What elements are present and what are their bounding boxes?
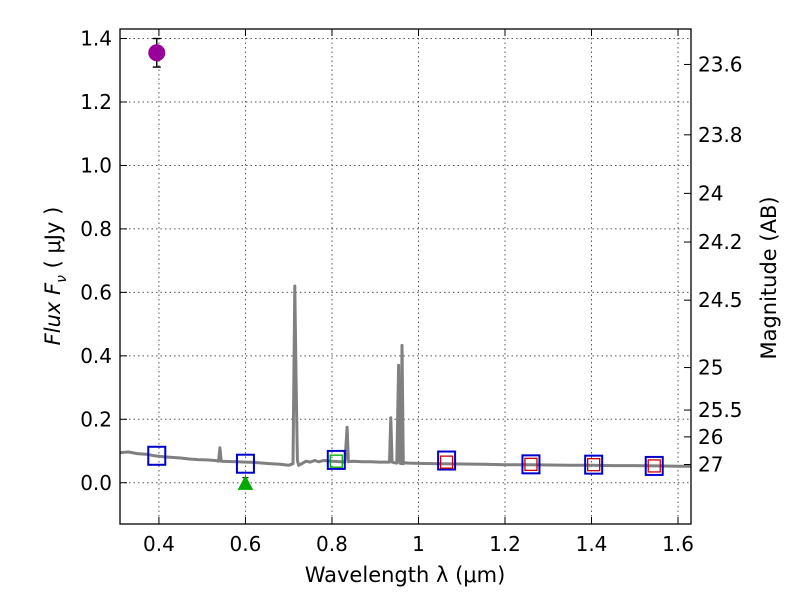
y-axis-label-main: Flux F [41,282,65,345]
plot-area [120,37,691,490]
observed-photometry-marker [439,455,454,469]
right-tick-label: 27 [698,452,723,476]
right-tick-label: 24.5 [698,288,743,312]
observed-photometry-marker [647,459,661,473]
y-axis-label-subscript: ν [54,275,70,283]
right-tick-label: 25.5 [698,398,743,422]
bright-detection-marker [148,44,166,62]
x-tick-label: 0.8 [316,532,348,556]
right-tick-label: 23.8 [698,123,743,147]
plot-frame [119,28,692,525]
y-tick-label: 0.4 [80,344,112,368]
right-tick-label: 24 [698,181,723,205]
model-photometry-marker [644,455,664,476]
y-tick-label: 1.4 [80,27,112,51]
x-tick-label: 0.6 [230,532,262,556]
upper-limit-marker [237,475,254,490]
x-tick-labels: 0.4 0.6 0.8 1 1.2 1.4 1.6 [143,532,694,556]
y-tick-label: 0.6 [80,280,112,304]
x-axis-label: Wavelength λ (μm) [305,563,506,587]
x-tick-label: 0.4 [143,532,175,556]
y-tick-label: 0.2 [80,407,112,431]
y-axis-label-units: ( μJy ) [41,207,65,275]
right-tick-label: 25 [698,356,723,380]
y-axis-label: Flux Fν ( μJy ) [41,207,70,346]
y-tick-label: 1.0 [80,153,112,177]
model-photometry-marker [521,454,541,475]
x-tick-label: 1.6 [662,532,694,556]
right-tick-label: 26 [698,425,723,449]
model-photometry-marker [437,450,457,471]
y-tick-labels: 0.0 0.2 0.4 0.6 0.8 1.0 1.2 1.4 [80,27,112,495]
right-tick-label: 23.6 [698,52,743,76]
y-tick-label: 0.0 [80,471,112,495]
model-photometry-marker [326,449,346,470]
model-photometry-marker [235,453,255,474]
y-tick-label: 1.2 [80,90,112,114]
right-axis-label: Magnitude (AB) [757,196,781,359]
observed-photometry-marker [524,457,538,471]
grid-lines [120,29,691,524]
right-tick-label: 24.2 [698,230,743,254]
observed-photometry-marker [329,454,343,468]
observed-photometry-marker [587,458,601,472]
x-tick-label: 1 [412,532,425,556]
x-tick-label: 1.4 [576,532,608,556]
y-tick-label: 0.8 [80,217,112,241]
right-tick-labels: 23.6 23.8 24 24.2 24.5 25 25.5 26 27 [698,52,743,476]
model-photometry-marker [584,454,604,475]
model-photometry-marker [147,445,167,466]
axis-ticks [120,29,691,524]
x-tick-label: 1.2 [489,532,521,556]
